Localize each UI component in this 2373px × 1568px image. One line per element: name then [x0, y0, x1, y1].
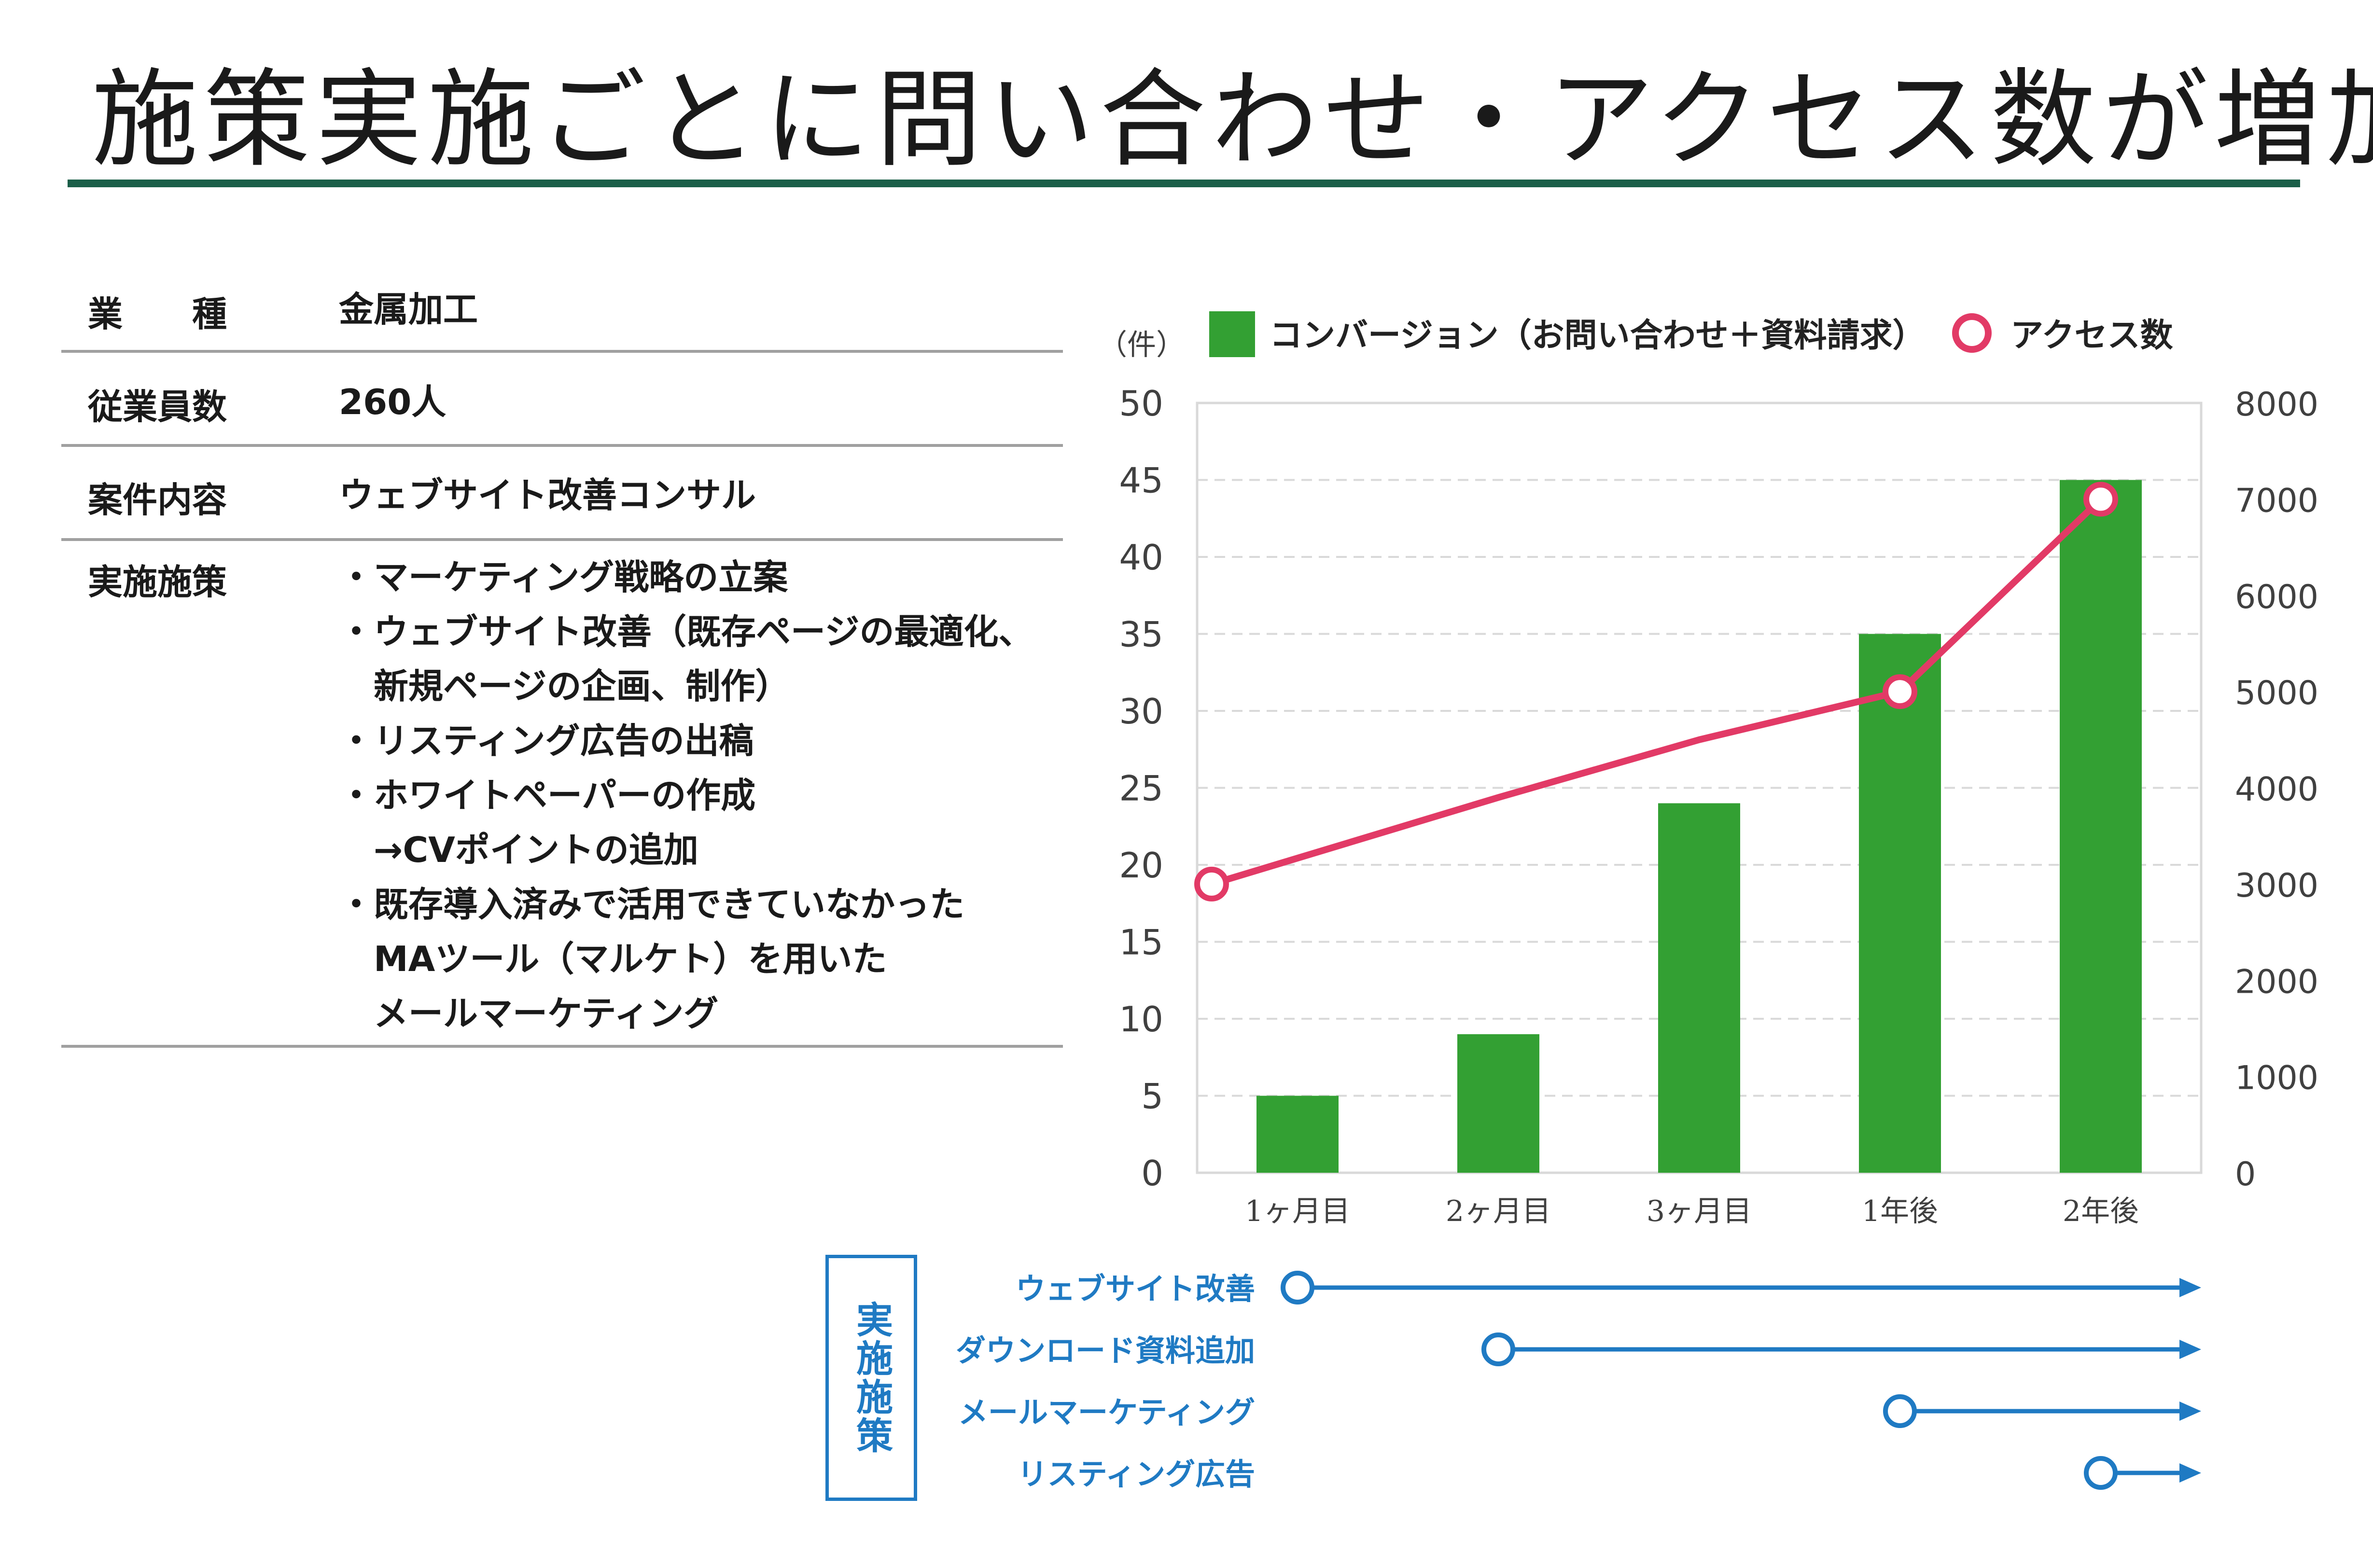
- bar: [1457, 1034, 1539, 1173]
- measure-label: ダウンロード資料追加: [956, 1333, 1255, 1368]
- info-value-line: →CVポイントの追加: [339, 830, 698, 870]
- y-right-tick-label: 1000: [2235, 1059, 2318, 1097]
- info-divider: [61, 350, 1063, 353]
- y-right-tick-label: 7000: [2235, 482, 2318, 520]
- info-value: ウェブサイト改善コンサル: [339, 475, 756, 515]
- legend-label-line: アクセス数: [2010, 317, 2173, 355]
- measure-start-point: [2084, 1456, 2118, 1490]
- measure-start-point: [1281, 1271, 1314, 1304]
- measure-start-point: [1883, 1394, 1917, 1428]
- info-value-line: メールマーケティング: [339, 993, 719, 1034]
- y-left-tick-label: 10: [1119, 999, 1163, 1040]
- line-point: [1194, 866, 1229, 902]
- y-right-tick-label: 3000: [2235, 867, 2318, 905]
- y-right-tick-label: 0: [2235, 1155, 2256, 1193]
- bar: [1256, 1096, 1339, 1173]
- legend-swatch-bar: [1209, 311, 1255, 357]
- info-value-line: ・ウェブサイト改善（既存ページの最適化、: [339, 611, 1033, 652]
- info-value-line: MAツール（マルケト）を用いた: [339, 939, 887, 979]
- x-tick-label: 3ヶ月目: [1647, 1194, 1752, 1228]
- info-divider: [61, 444, 1063, 447]
- y-right-tick-label: 6000: [2235, 578, 2318, 616]
- x-tick-label: 1年後: [1862, 1194, 1938, 1228]
- info-divider: [61, 1045, 1063, 1048]
- info-label: 案件内容: [88, 480, 227, 520]
- y-right-tick-label: 4000: [2235, 771, 2318, 809]
- measure-arrowhead: [2179, 1401, 2201, 1421]
- y-left-tick-label: 50: [1119, 383, 1163, 424]
- bar: [1658, 803, 1740, 1173]
- line-point: [1883, 674, 1917, 709]
- info-value-line: ・ホワイトペーパーの作成: [339, 775, 756, 816]
- y-left-axis-label: （件）: [1098, 328, 1185, 362]
- measure-arrowhead: [2179, 1463, 2201, 1483]
- measure-start-point: [1481, 1332, 1515, 1366]
- y-left-tick-label: 45: [1119, 460, 1163, 501]
- info-value-list: ・マーケティング戦略の立案 ・ウェブサイト改善（既存ページの最適化、 新規ページ…: [339, 550, 1033, 1041]
- legend-marker-line: [1952, 313, 1992, 353]
- measure-label: ウェブサイト改善: [1016, 1271, 1255, 1306]
- measure-label: リスティング広告: [1018, 1457, 1255, 1492]
- info-label: 従業員数: [88, 387, 227, 427]
- info-value-line: 新規ページの企画、制作）: [339, 666, 790, 707]
- info-label: 業 種: [88, 294, 227, 334]
- y-right-tick-label: 5000: [2235, 674, 2318, 712]
- info-value: 260人: [339, 382, 447, 422]
- access-line: [1210, 497, 2103, 888]
- measures-box-label: 実施施策: [850, 1301, 893, 1455]
- bar: [2060, 480, 2142, 1173]
- measure-arrowhead: [2179, 1340, 2201, 1359]
- y-left-tick-label: 35: [1119, 614, 1163, 655]
- info-label: 実施施策: [88, 562, 227, 602]
- x-tick-label: 1ヶ月目: [1245, 1194, 1350, 1228]
- measure-arrowhead: [2179, 1278, 2201, 1297]
- info-value: 金属加工: [339, 289, 478, 330]
- y-left-tick-label: 5: [1141, 1076, 1163, 1117]
- measure-label: メールマーケティング: [958, 1395, 1255, 1430]
- x-tick-label: 2年後: [2063, 1194, 2139, 1228]
- info-value-line: ・リスティング広告の出稿: [339, 721, 754, 761]
- y-right-tick-label: 8000: [2235, 386, 2318, 424]
- line-point: [2083, 482, 2118, 517]
- info-divider: [61, 538, 1063, 541]
- info-value-line: ・既存導入済みで活用できていなかった: [339, 884, 965, 925]
- title-rule: [68, 180, 2300, 187]
- measures-box: 実施施策: [825, 1255, 917, 1501]
- y-right-tick-label: 2000: [2235, 963, 2318, 1001]
- y-left-tick-label: 25: [1119, 768, 1163, 809]
- legend-label-bar: コンバージョン（お問い合わせ＋資料請求）: [1270, 317, 1926, 355]
- y-left-tick-label: 15: [1119, 922, 1163, 963]
- page-title: 施策実施ごとに問い合わせ・アクセス数が増加: [92, 58, 2373, 181]
- info-value-line: ・マーケティング戦略の立案: [339, 557, 788, 597]
- x-tick-label: 2ヶ月目: [1446, 1194, 1551, 1228]
- y-left-tick-label: 20: [1119, 845, 1163, 886]
- y-left-tick-label: 40: [1119, 537, 1163, 578]
- bar: [1859, 634, 1941, 1173]
- y-left-tick-label: 30: [1119, 691, 1163, 732]
- y-left-tick-label: 0: [1141, 1153, 1163, 1193]
